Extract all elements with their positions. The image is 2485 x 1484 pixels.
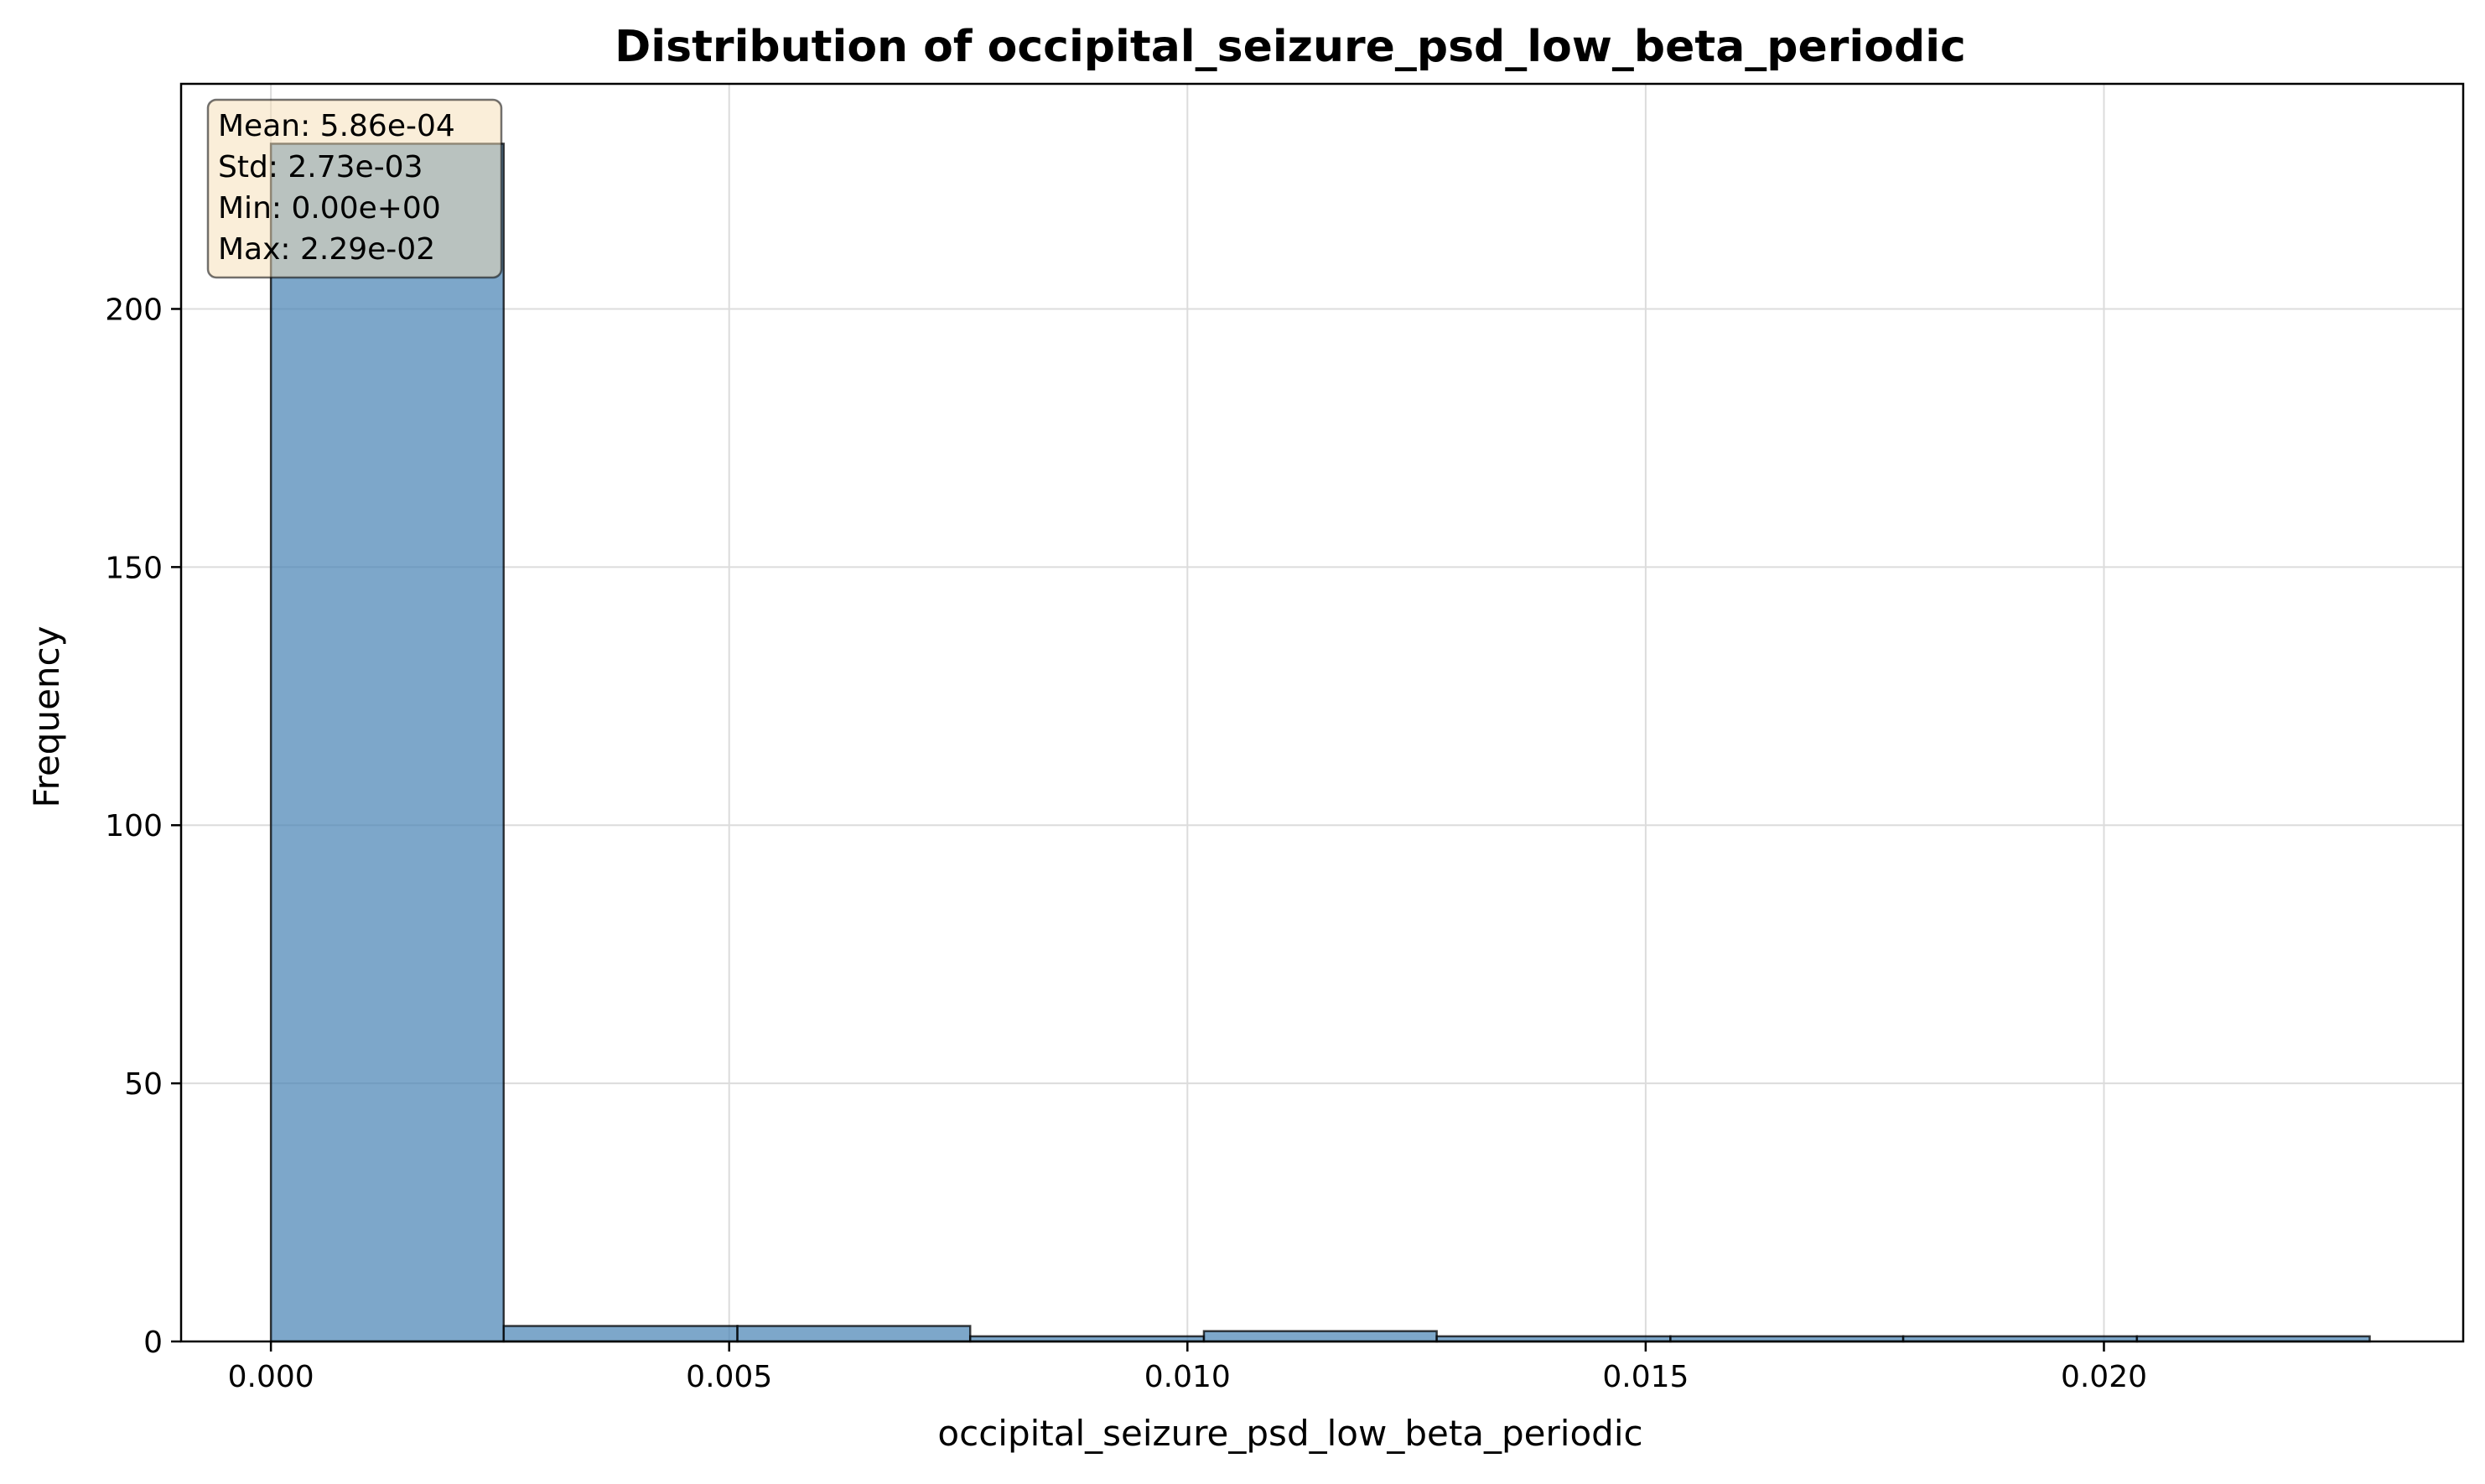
y-tick-label: 200 (105, 293, 163, 327)
chart-title: Distribution of occipital_seizure_psd_lo… (615, 22, 1966, 72)
stats-line: Max: 2.29e-02 (218, 232, 435, 267)
stats-box: Mean: 5.86e-04 Std: 2.73e-03 Min: 0.00e+00… (206, 98, 503, 279)
x-tick-label: 0.005 (686, 1360, 772, 1394)
x-axis-label: occipital_seizure_psd_low_beta_periodic (937, 1413, 1642, 1454)
stats-line: Mean: 5.86e-04 (218, 109, 455, 143)
y-tick-label: 100 (105, 809, 163, 843)
y-tick-label: 150 (105, 551, 163, 585)
y-tick-label: 50 (124, 1067, 163, 1102)
histogram-bars (269, 143, 2371, 1343)
axis-ticks: 0.000 0.005 0.010 0.015 0.020 0 50 100 150 200 (105, 293, 2147, 1394)
histogram-bar (736, 1325, 972, 1343)
histogram-bar (502, 1325, 739, 1343)
stats-line: Min: 0.00e+00 (218, 191, 441, 226)
histogram-bar (1202, 1330, 1438, 1343)
histogram-bar (269, 143, 506, 1343)
stats-box-background (206, 98, 503, 279)
y-tick-label: 0 (143, 1326, 163, 1360)
x-tick-label: 0.010 (1144, 1360, 1231, 1394)
y-axis-label: Frequency (26, 626, 67, 808)
x-tick-label: 0.000 (228, 1360, 314, 1394)
plot-frame (179, 82, 2465, 1343)
x-tick-label: 0.020 (2061, 1360, 2147, 1394)
stats-line: Std: 2.73e-03 (218, 150, 423, 184)
x-tick-label: 0.015 (1602, 1360, 1689, 1394)
